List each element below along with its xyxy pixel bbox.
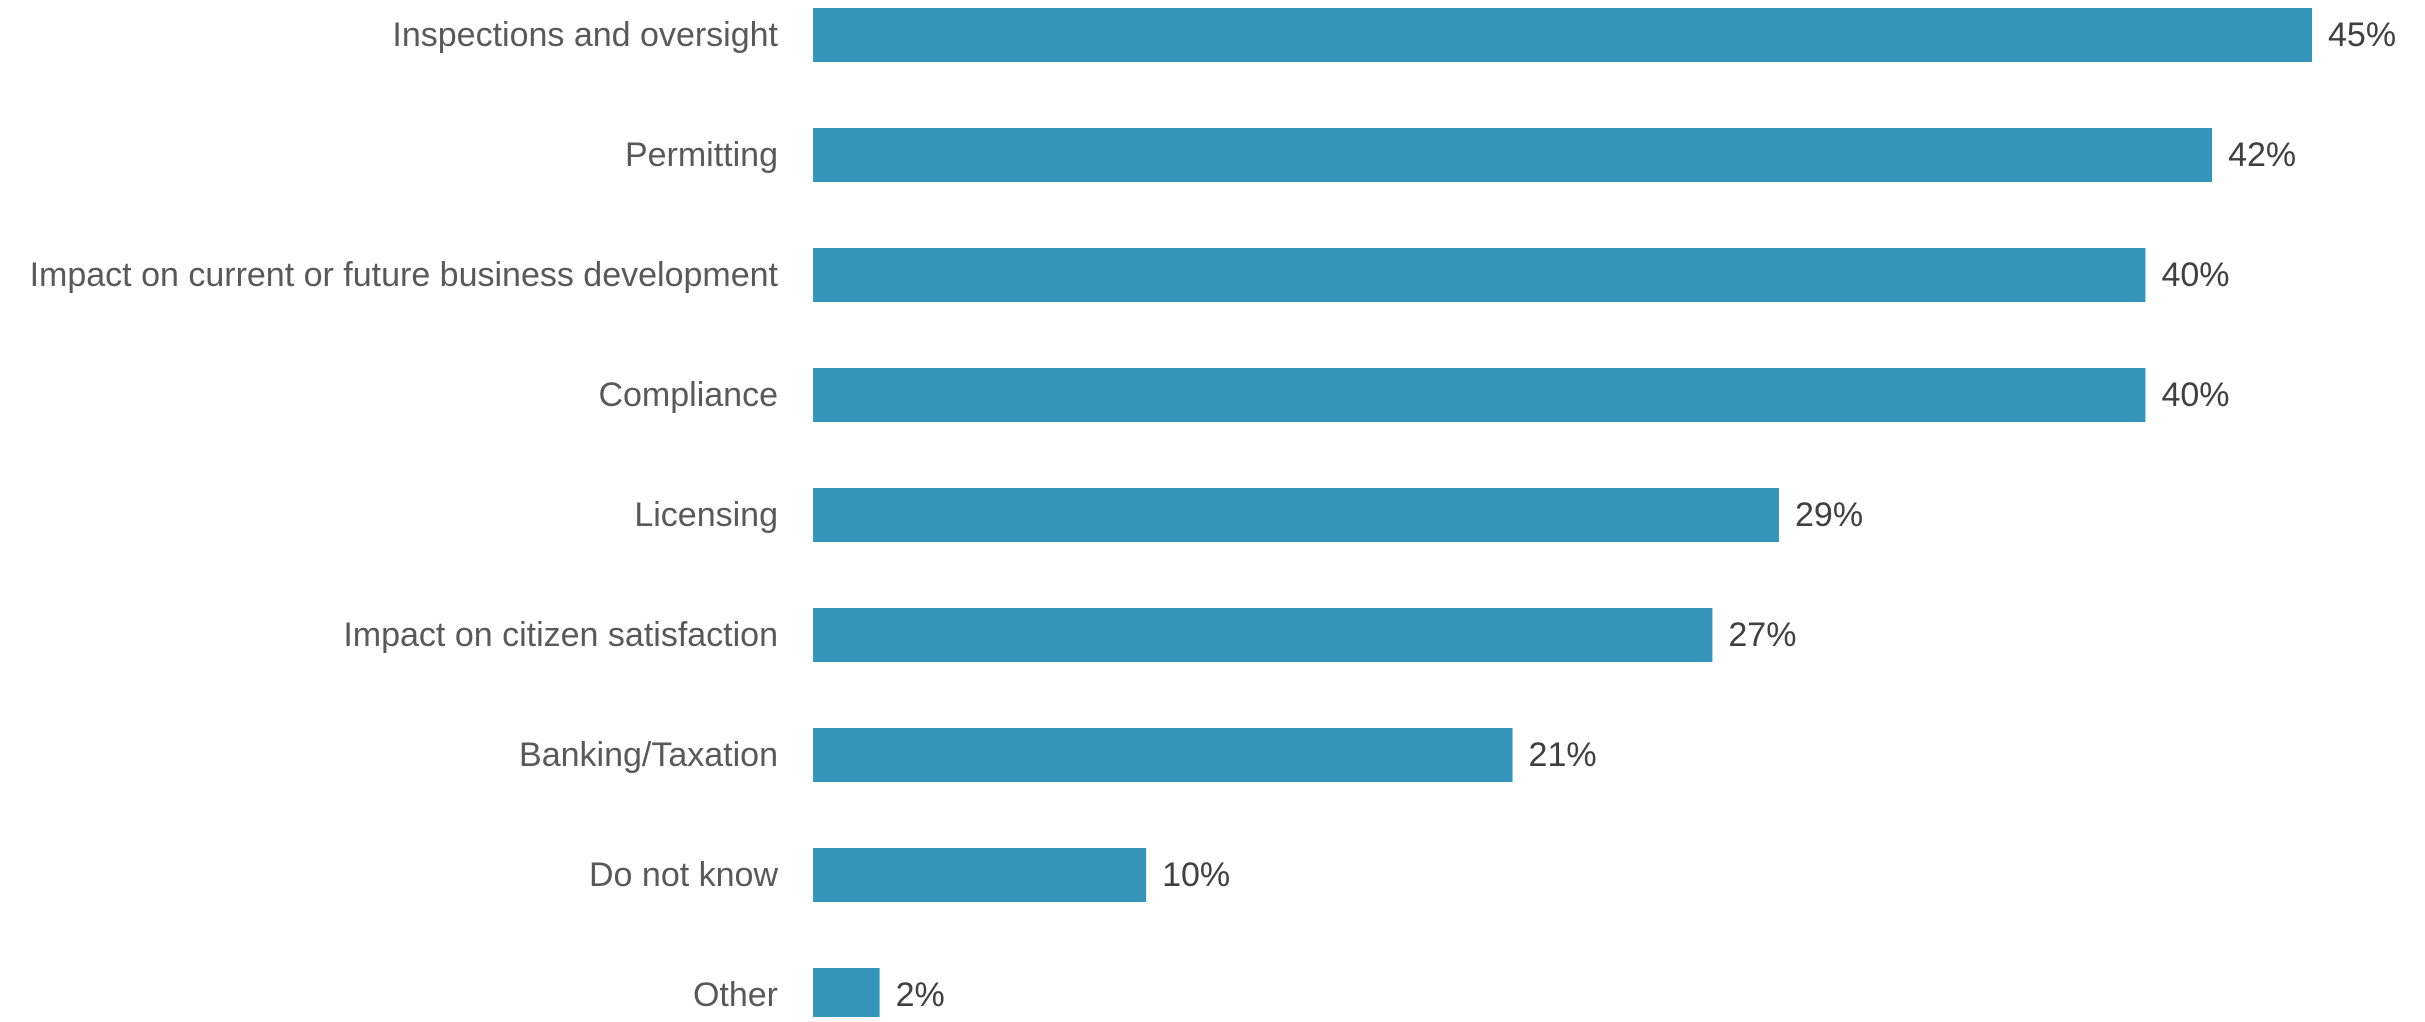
data-label: 45% (2328, 16, 2396, 54)
bar (813, 248, 2146, 302)
bar (813, 128, 2213, 182)
bar (813, 368, 2146, 422)
bar (813, 608, 1713, 662)
bar (813, 848, 1147, 902)
category-label: Impact on citizen satisfaction (343, 616, 778, 654)
bar (813, 728, 1513, 782)
bar (813, 488, 1780, 542)
bar (813, 8, 2312, 62)
category-label: Licensing (634, 496, 778, 534)
data-label: 21% (1529, 736, 1597, 774)
data-label: 29% (1795, 496, 1863, 534)
category-label: Banking/Taxation (519, 736, 778, 774)
data-label: 10% (1162, 856, 1230, 894)
data-label: 2% (896, 976, 945, 1014)
category-label: Other (693, 976, 778, 1014)
data-label: 27% (1728, 616, 1796, 654)
category-label: Permitting (625, 136, 778, 174)
category-label: Impact on current or future business dev… (30, 256, 779, 294)
data-label: 40% (2161, 376, 2229, 414)
category-label: Compliance (598, 376, 778, 414)
category-label: Inspections and oversight (392, 16, 778, 54)
data-label: 40% (2161, 256, 2229, 294)
bar (813, 968, 880, 1022)
data-label: 42% (2228, 136, 2296, 174)
bars-layer (813, 8, 2312, 1022)
value-labels-layer: 45% 42% 40% 40% 29% 27% 21% 10% 2% (896, 16, 2396, 1014)
category-label: Do not know (589, 856, 778, 894)
category-labels-layer: Inspections and oversight Permitting Impac… (30, 16, 779, 1014)
